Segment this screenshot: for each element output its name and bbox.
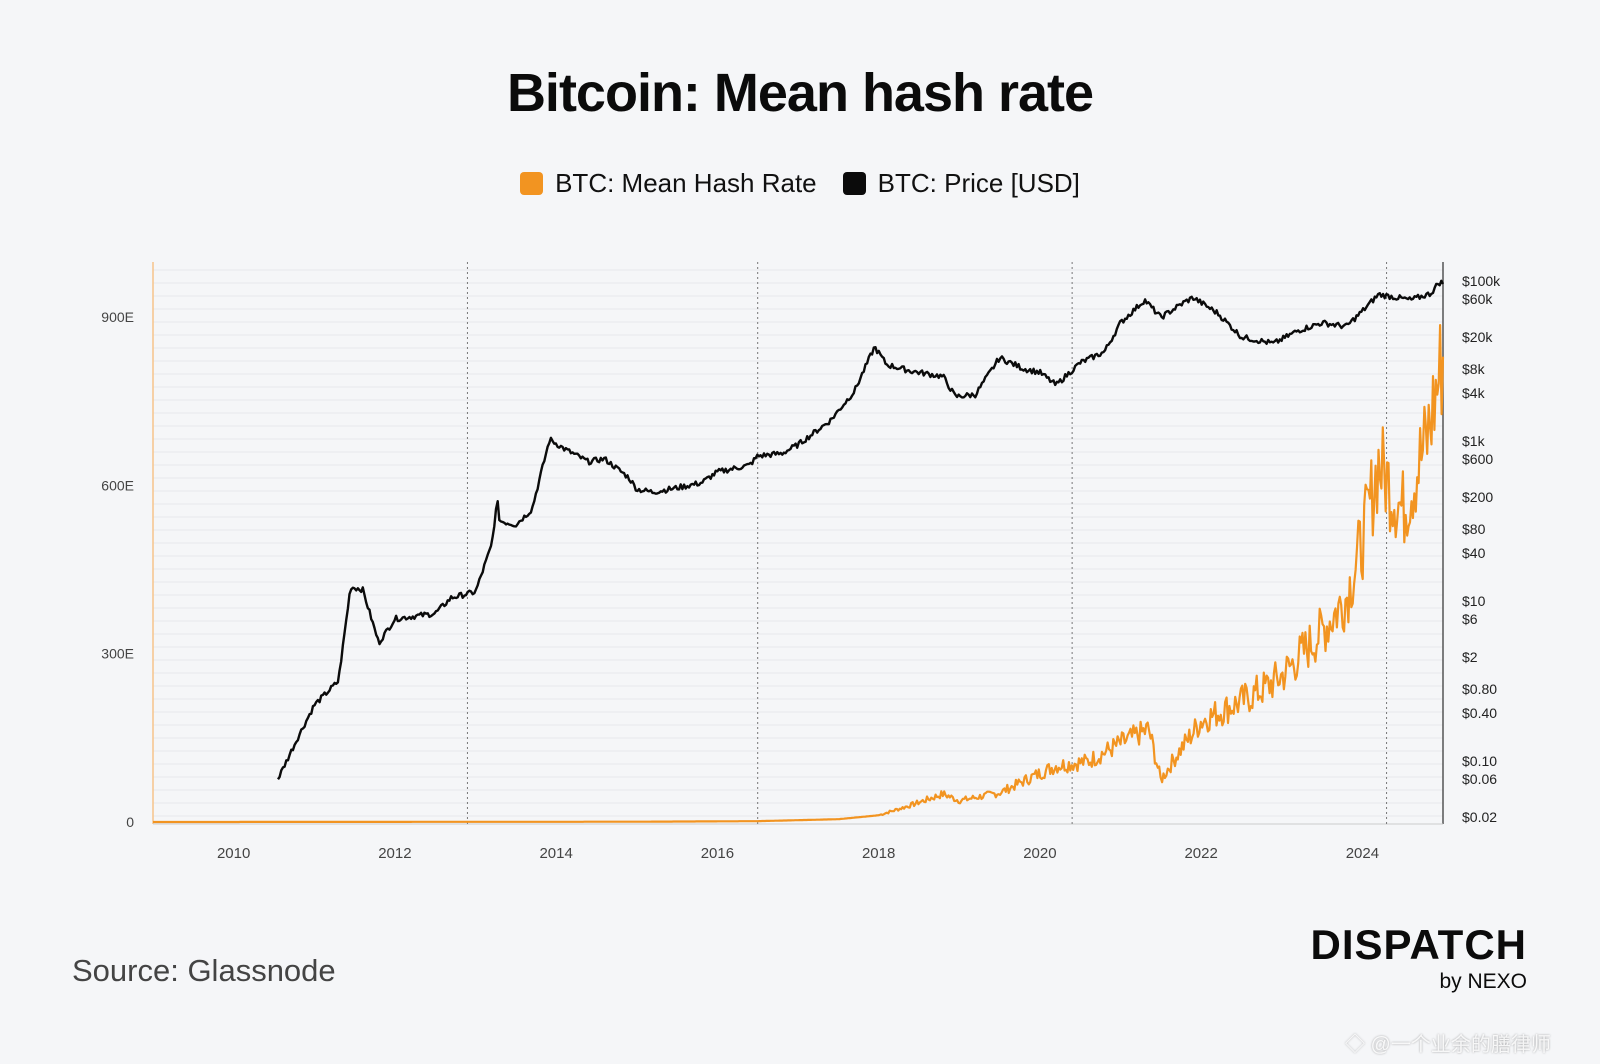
x-tick-label: 2018: [862, 845, 895, 862]
legend-item-price: BTC: Price [USD]: [842, 168, 1080, 199]
left-tick-label: 900E: [101, 309, 134, 325]
right-tick-label: $40: [1462, 545, 1486, 561]
right-tick-label: $80: [1462, 521, 1486, 537]
series-hash-rate: [153, 324, 1445, 824]
brand-logo: DISPATCH by NEXO: [1262, 924, 1527, 994]
right-tick-label: $60k: [1462, 291, 1493, 307]
right-tick-label: $20k: [1462, 329, 1493, 345]
x-tick-label: 2016: [701, 845, 734, 862]
right-tick-label: $200: [1462, 489, 1493, 505]
x-tick-label: 2022: [1184, 845, 1217, 862]
right-tick-label: $0.02: [1462, 809, 1497, 825]
legend-label-price: BTC: Price [USD]: [877, 168, 1080, 198]
legend-item-hash-rate: BTC: Mean Hash Rate: [520, 168, 817, 199]
left-tick-label: 0: [126, 814, 134, 830]
left-tick-label: 600E: [101, 477, 134, 493]
legend-label-hash-rate: BTC: Mean Hash Rate: [555, 168, 817, 198]
right-tick-label: $1k: [1462, 433, 1486, 449]
right-tick-label: $0.10: [1462, 753, 1497, 769]
source-note: Source: Glassnode: [72, 953, 336, 988]
x-tick-label: 2020: [1023, 845, 1056, 862]
right-tick-label: $600: [1462, 451, 1493, 467]
x-tick-label: 2012: [378, 845, 411, 862]
right-tick-label: $10: [1462, 593, 1486, 609]
right-tick-label: $2: [1462, 649, 1478, 665]
brand-name: DISPATCH: [1310, 921, 1527, 968]
right-tick-label: $100k: [1462, 273, 1501, 289]
right-tick-label: $8k: [1462, 361, 1486, 377]
legend-swatch-hash-rate: [520, 172, 544, 195]
series-price: [277, 279, 1445, 780]
right-tick-label: $4k: [1462, 385, 1486, 401]
right-tick-label: $0.80: [1462, 681, 1497, 697]
watermark: ◇ @一个业余的膳律师: [1345, 1034, 1551, 1056]
x-tick-label: 2010: [217, 845, 250, 862]
x-tick-label: 2014: [539, 845, 572, 862]
chart-legend: BTC: Mean Hash Rate BTC: Price [USD]: [0, 168, 1600, 199]
left-tick-label: 300E: [101, 646, 134, 662]
brand-subline: by NEXO: [1439, 970, 1527, 993]
chart-title: Bitcoin: Mean hash rate: [506, 63, 1094, 123]
right-tick-label: $6: [1462, 611, 1478, 627]
right-tick-label: $0.40: [1462, 705, 1497, 721]
right-tick-label: $0.06: [1462, 771, 1497, 787]
x-tick-label: 2024: [1346, 845, 1379, 862]
legend-swatch-price: [842, 172, 866, 195]
